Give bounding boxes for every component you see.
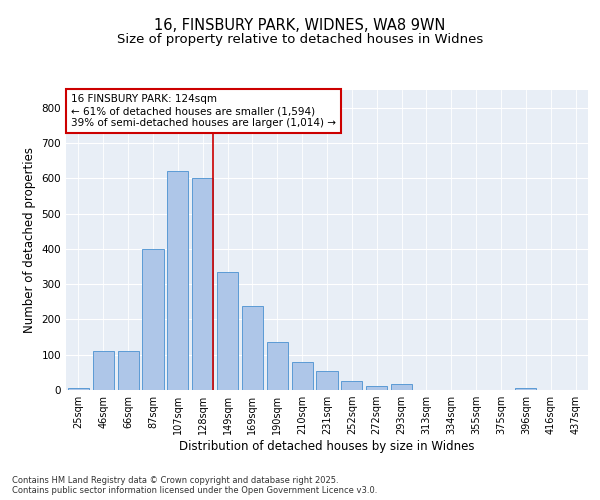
Bar (267, 342, 288, 390)
Bar (142, 249, 164, 390)
Bar (341, 381, 362, 390)
Bar (391, 384, 412, 390)
Bar (68, 388, 89, 390)
Bar (515, 388, 536, 390)
X-axis label: Distribution of detached houses by size in Widnes: Distribution of detached houses by size … (179, 440, 475, 453)
Bar (316, 370, 338, 390)
Bar (192, 178, 213, 390)
Text: Size of property relative to detached houses in Widnes: Size of property relative to detached ho… (117, 32, 483, 46)
Bar (167, 171, 188, 390)
Bar (217, 272, 238, 390)
Bar (366, 386, 387, 390)
Bar (93, 351, 114, 390)
Bar (118, 351, 139, 390)
Bar (292, 362, 313, 390)
Text: 16 FINSBURY PARK: 124sqm
← 61% of detached houses are smaller (1,594)
39% of sem: 16 FINSBURY PARK: 124sqm ← 61% of detach… (71, 94, 336, 128)
Text: 16, FINSBURY PARK, WIDNES, WA8 9WN: 16, FINSBURY PARK, WIDNES, WA8 9WN (154, 18, 446, 32)
Text: Contains HM Land Registry data © Crown copyright and database right 2025.
Contai: Contains HM Land Registry data © Crown c… (12, 476, 377, 495)
Y-axis label: Number of detached properties: Number of detached properties (23, 147, 36, 333)
Bar (242, 306, 263, 390)
